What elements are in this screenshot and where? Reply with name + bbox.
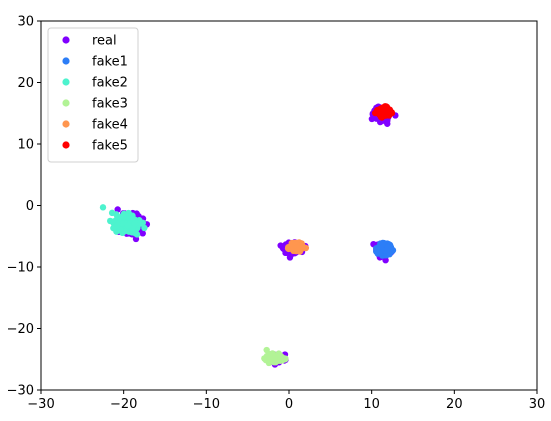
point-fake1 xyxy=(386,250,393,258)
point-real xyxy=(382,257,389,264)
point-fake2 xyxy=(99,204,107,211)
legend-box xyxy=(47,27,139,163)
x-tick-label: 30 xyxy=(529,397,546,412)
x-tick-label: 20 xyxy=(446,397,463,412)
point-fake2 xyxy=(124,222,132,229)
x-tick-label: −10 xyxy=(193,397,220,412)
point-fake2 xyxy=(108,209,116,217)
legend: real fake1 fake2 fake3 fake4 fake5 xyxy=(47,27,139,163)
legend-marker-fake4 xyxy=(62,120,70,128)
point-fake2 xyxy=(119,220,126,227)
point-fake2 xyxy=(131,220,139,227)
legend-marker-real xyxy=(62,36,70,44)
point-fake3 xyxy=(267,355,274,362)
point-fake1 xyxy=(384,244,391,252)
legend-label-real: real xyxy=(92,34,117,49)
series-real xyxy=(112,103,399,368)
point-fake5 xyxy=(382,112,390,119)
y-tick-label: 10 xyxy=(17,138,34,153)
x-tick-label: 0 xyxy=(285,397,293,412)
point-real xyxy=(286,254,294,261)
legend-label-fake3: fake3 xyxy=(92,97,128,112)
series-fake4 xyxy=(284,239,310,255)
legend-label-fake2: fake2 xyxy=(92,76,128,91)
points-layer xyxy=(99,103,399,368)
point-real xyxy=(114,206,121,213)
point-fake2 xyxy=(141,224,148,232)
legend-marker-fake5 xyxy=(62,141,70,149)
point-fake2 xyxy=(120,212,128,220)
y-tick-label: 30 xyxy=(17,15,34,30)
series-fake2 xyxy=(99,204,148,238)
y-tick-label: 0 xyxy=(26,199,34,214)
y-tick-label: 20 xyxy=(17,76,34,91)
x-tick-label: −30 xyxy=(27,397,54,412)
legend-label-fake1: fake1 xyxy=(92,55,128,70)
point-fake2 xyxy=(129,225,136,232)
point-fake3 xyxy=(276,352,284,360)
point-fake3 xyxy=(263,346,270,354)
series-fake5 xyxy=(371,103,396,121)
point-fake1 xyxy=(379,239,387,247)
point-real xyxy=(139,230,146,237)
legend-label-fake4: fake4 xyxy=(92,118,128,133)
legend-label-fake5: fake5 xyxy=(92,139,128,154)
series-fake1 xyxy=(372,239,397,259)
point-fake2 xyxy=(114,222,121,229)
series-fake3 xyxy=(261,346,289,367)
legend-marker-fake2 xyxy=(62,78,70,86)
y-tick-label: −20 xyxy=(7,322,34,337)
point-fake4 xyxy=(294,247,301,254)
point-fake3 xyxy=(269,350,276,357)
legend-marker-fake1 xyxy=(62,57,70,65)
y-tick-label: −30 xyxy=(7,384,34,399)
legend-marker-fake3 xyxy=(62,99,70,107)
axis-ticks: −30 −20 −10 0 10 20 30 −30 −20 −10 0 10 20 30 xyxy=(7,15,546,413)
point-fake5 xyxy=(378,106,385,114)
y-tick-label: −10 xyxy=(7,261,34,276)
x-tick-label: 10 xyxy=(363,397,380,412)
x-tick-label: −20 xyxy=(110,397,137,412)
point-fake1 xyxy=(375,248,383,256)
